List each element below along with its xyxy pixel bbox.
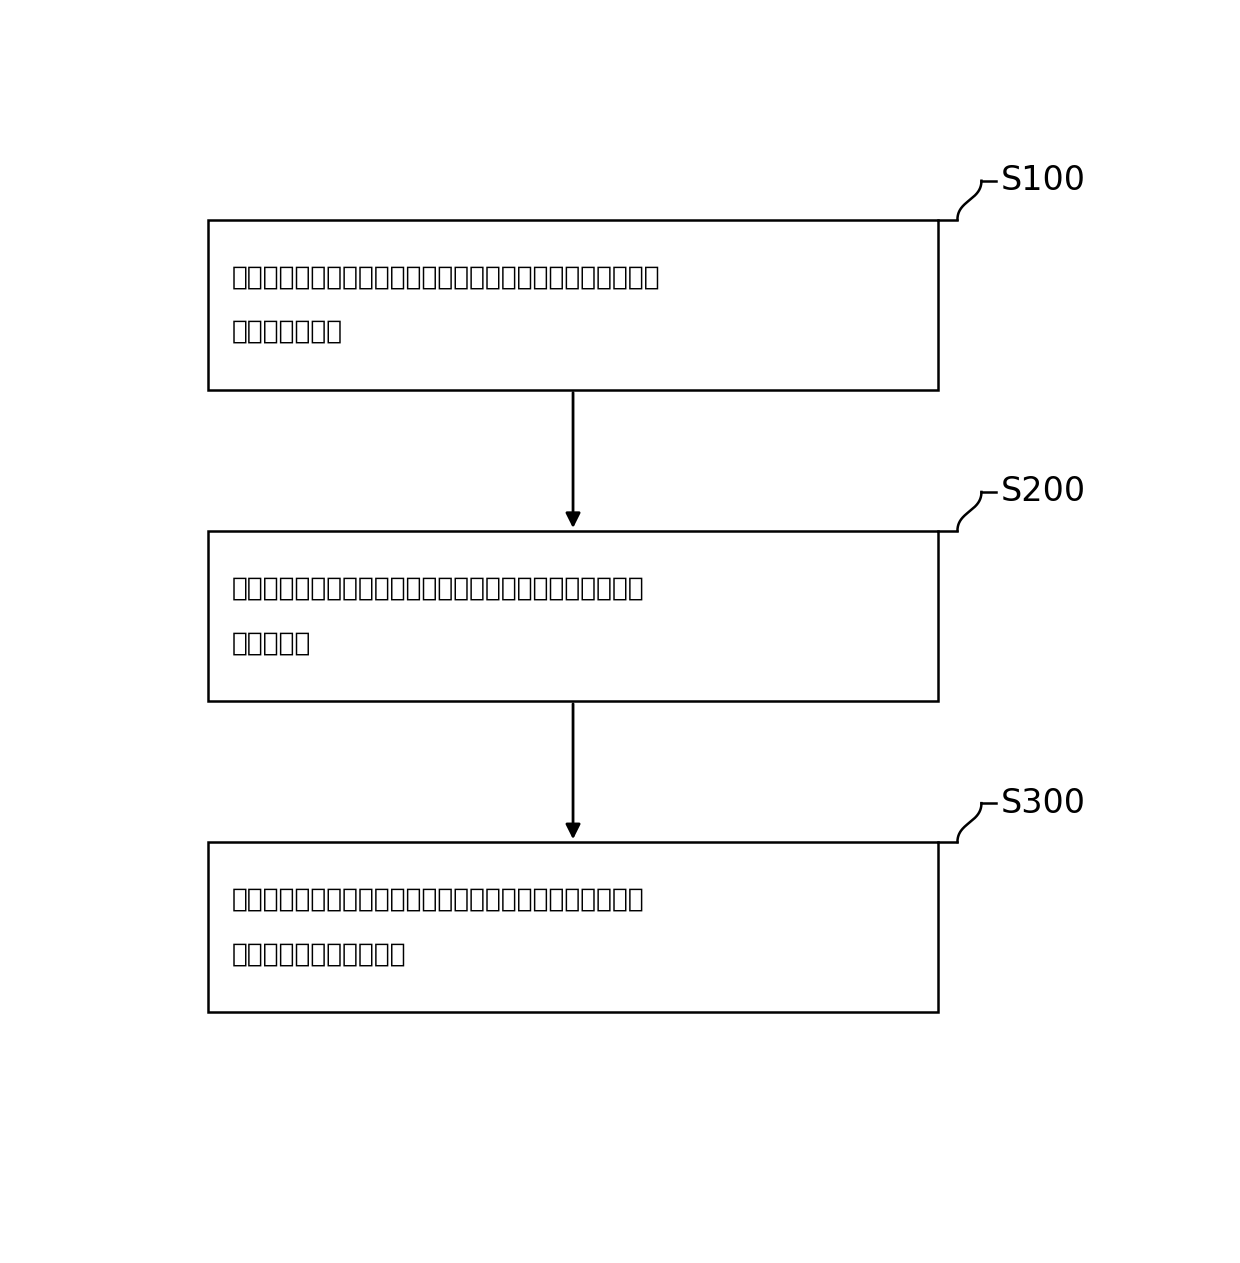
Text: S100: S100 <box>1001 164 1086 197</box>
Text: 和微分信号: 和微分信号 <box>232 630 311 657</box>
Text: 待处理输入信号: 待处理输入信号 <box>232 320 343 345</box>
Bar <box>208 530 939 701</box>
Text: 车电机牵引磁极相角信号: 车电机牵引磁极相角信号 <box>232 941 407 967</box>
Text: S300: S300 <box>1001 787 1086 820</box>
Text: 将输入信号通过滑模微分器处理，获得输入信号的跟踪信号: 将输入信号通过滑模微分器处理，获得输入信号的跟踪信号 <box>232 576 645 601</box>
Bar <box>208 842 939 1012</box>
Text: S200: S200 <box>1001 475 1086 509</box>
Text: 将处理后的输入信号的跟踪信号和微分信号生成用于磁浮列: 将处理后的输入信号的跟踪信号和微分信号生成用于磁浮列 <box>232 887 645 913</box>
Bar <box>208 220 939 390</box>
Text: 获得实时的受接缝干扰的相对定位传感器的原始输出信号作为: 获得实时的受接缝干扰的相对定位传感器的原始输出信号作为 <box>232 264 661 290</box>
